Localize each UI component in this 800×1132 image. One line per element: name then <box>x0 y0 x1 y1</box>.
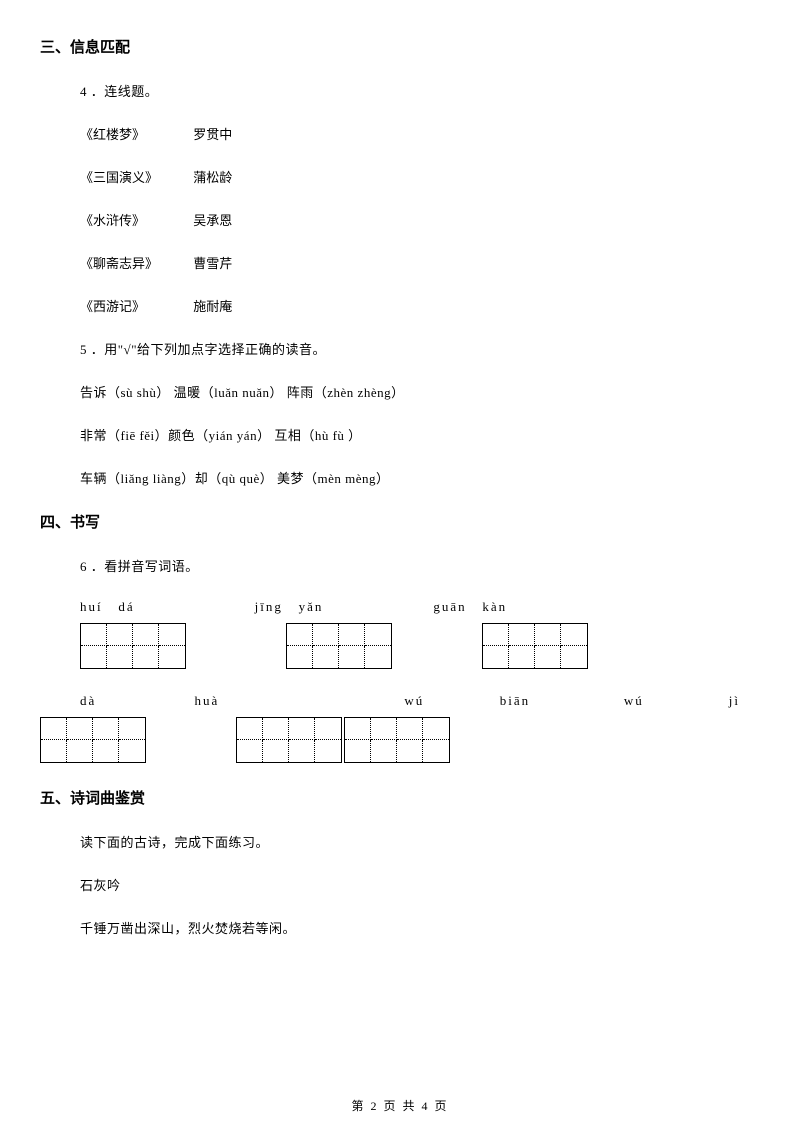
section-5-heading: 五、诗词曲鉴赏 <box>40 787 740 808</box>
page-footer: 第 2 页 共 4 页 <box>0 1097 800 1114</box>
pinyin-group: biān <box>500 693 624 709</box>
q5-line2: 非常（fiē fěi）颜色（yián yán） 互相（hù fù ） <box>80 425 740 444</box>
match-pair-4: 《西游记》 施耐庵 <box>80 296 740 315</box>
pinyin-group: wú <box>404 693 499 709</box>
grid-row-2 <box>40 717 740 763</box>
match-pair-3: 《聊斋志异》 曹雪芹 <box>80 253 740 272</box>
writing-grid <box>80 623 186 669</box>
q6-title: 6 ．看拼音写词语。 <box>80 556 740 575</box>
match-right: 吴承恩 <box>193 213 232 228</box>
match-pair-1: 《三国演义》 蒲松龄 <box>80 167 740 186</box>
writing-grid <box>344 717 450 763</box>
poem-line: 千锤万凿出深山，烈火焚烧若等闲。 <box>80 918 740 937</box>
writing-grid <box>236 717 342 763</box>
pinyin-group: jì <box>729 693 740 709</box>
pinyin-group: dà <box>80 693 194 709</box>
match-right: 施耐庵 <box>193 299 232 314</box>
match-right: 罗贯中 <box>193 127 232 142</box>
section-4-heading: 四、书写 <box>40 511 740 532</box>
pinyin-row-2: dà huà wú biān wú jì <box>80 693 740 709</box>
q5-line1: 告诉（sù shù） 温暖（luǎn nuǎn） 阵雨（zhèn zhèng） <box>80 382 740 401</box>
match-left: 《聊斋志异》 <box>80 253 190 272</box>
pinyin-group: huí dá <box>80 599 135 615</box>
pinyin-group: huà <box>194 693 404 709</box>
writing-grid <box>482 623 588 669</box>
match-right: 蒲松龄 <box>193 170 232 185</box>
q5-title: 5 ．用"√"给下列加点字选择正确的读音。 <box>80 339 740 358</box>
match-left: 《三国演义》 <box>80 167 190 186</box>
match-left: 《西游记》 <box>80 296 190 315</box>
match-right: 曹雪芹 <box>193 256 232 271</box>
q5-line3: 车辆（liǎng liàng）却（qù què） 美梦（mèn mèng） <box>80 468 740 487</box>
q4-title: 4 ．连线题。 <box>80 81 740 100</box>
writing-grid <box>40 717 146 763</box>
poem-intro: 读下面的古诗，完成下面练习。 <box>80 832 740 851</box>
pinyin-group: jīng yǎn <box>255 599 324 615</box>
pinyin-group: wú <box>624 693 729 709</box>
grid-row-1 <box>80 623 740 669</box>
pinyin-row-1: huí dá jīng yǎn guān kàn <box>80 599 740 615</box>
match-left: 《水浒传》 <box>80 210 190 229</box>
section-3-heading: 三、信息匹配 <box>40 36 740 57</box>
match-pair-0: 《红楼梦》 罗贯中 <box>80 124 740 143</box>
pinyin-group: guān kàn <box>433 599 507 615</box>
poem-title: 石灰吟 <box>80 875 740 894</box>
writing-grid <box>286 623 392 669</box>
match-left: 《红楼梦》 <box>80 124 190 143</box>
match-pair-2: 《水浒传》 吴承恩 <box>80 210 740 229</box>
